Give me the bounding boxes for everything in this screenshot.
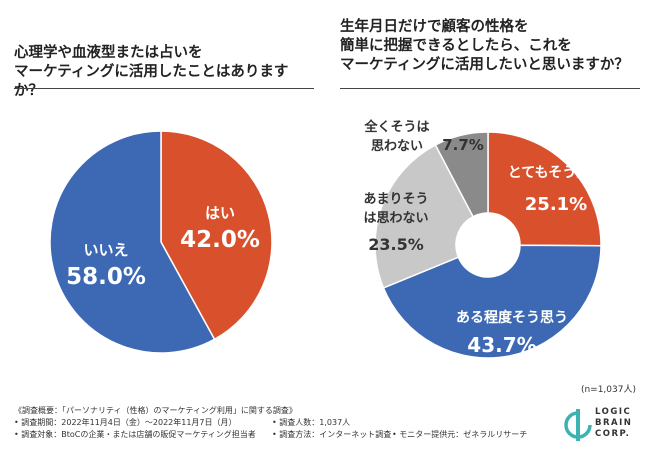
logo-line-3: CORP. xyxy=(595,429,631,439)
survey-summary: 《調査概要：「パーソナリティ（性格）のマーケティング利用」に関する調査》 xyxy=(14,406,297,415)
question-2-line-3: マーケティングに活用したいと思いますか？ xyxy=(340,57,629,73)
donut-slice-4-label-line2: 思わない xyxy=(371,139,423,154)
donut-slice-4-label-line1: 全くそうは xyxy=(363,119,429,135)
donut-slice-3 xyxy=(374,143,475,289)
question-1-divider xyxy=(14,88,314,89)
logo-line-2: BRAIN xyxy=(595,418,633,428)
pie1-slice-1-value: 42.0% xyxy=(180,227,260,253)
survey-period: • 調査期間：2022年11月4日（金）〜2022年11月7日（月） xyxy=(14,418,237,427)
survey-respondents: • 調査人数：1,037人 xyxy=(272,418,351,427)
donut-slice-1-label: とてもそう思う xyxy=(508,165,605,181)
donut-slice-2-value: 43.7% xyxy=(467,333,536,357)
question-1-line-1: 心理学や血液型または占いを xyxy=(14,45,203,61)
survey-footer: 《調査概要：「パーソナリティ（性格）のマーケティング利用」に関する調査》 • 調… xyxy=(14,405,527,441)
pie1-slice-2 xyxy=(49,130,216,354)
sample-size: (n=1,037人) xyxy=(580,385,636,395)
question-2-divider xyxy=(340,88,640,89)
pie1-slice-2-label: いいえ xyxy=(83,241,128,259)
question-2-line-1: 生年月日だけで顧客の性格を xyxy=(340,19,529,35)
pie1-slice-2-value: 58.0% xyxy=(66,264,146,290)
survey-provider: • モニター提供元：ゼネラルリサーチ xyxy=(392,430,528,439)
question-1-line-2: マーケティングに活用したことはありますか？ xyxy=(14,64,289,99)
survey-method: • 調査方法：インターネット調査 xyxy=(272,430,392,439)
donut-slice-2-label: ある程度そう思う xyxy=(456,309,568,326)
donut-slice-4-value: 7.7% xyxy=(442,136,484,154)
survey-target: • 調査対象：BtoCの企業・または店舗の販促マーケティング担当者 xyxy=(14,430,256,439)
company-logo-text: LOGIC BRAIN CORP. xyxy=(595,407,632,440)
logic-brain-logo-icon xyxy=(564,409,592,441)
pie1-slice-1-label: はい xyxy=(205,204,235,222)
donut-slice-3-label-line2: は思わない xyxy=(363,211,428,226)
question-2-line-2: 簡単に把握できるとしたら、これを xyxy=(340,38,572,54)
donut-slice-1 xyxy=(487,131,602,247)
donut-slice-4 xyxy=(434,131,489,218)
question-2-title: 生年月日だけで顧客の性格を 簡単に把握できるとしたら、これを マーケティングに活… xyxy=(340,18,640,75)
donut-slice-3-value: 23.5% xyxy=(368,235,424,254)
donut-slice-3-label-line1: あまりそう xyxy=(363,192,428,207)
donut-slice-1-value: 25.1% xyxy=(525,194,587,215)
logo-line-1: LOGIC xyxy=(595,407,632,417)
pie1-slice-1 xyxy=(160,130,273,341)
question-1-title: 心理学や血液型または占いを マーケティングに活用したことはありますか？ xyxy=(14,44,314,101)
donut-slice-2 xyxy=(382,244,602,359)
